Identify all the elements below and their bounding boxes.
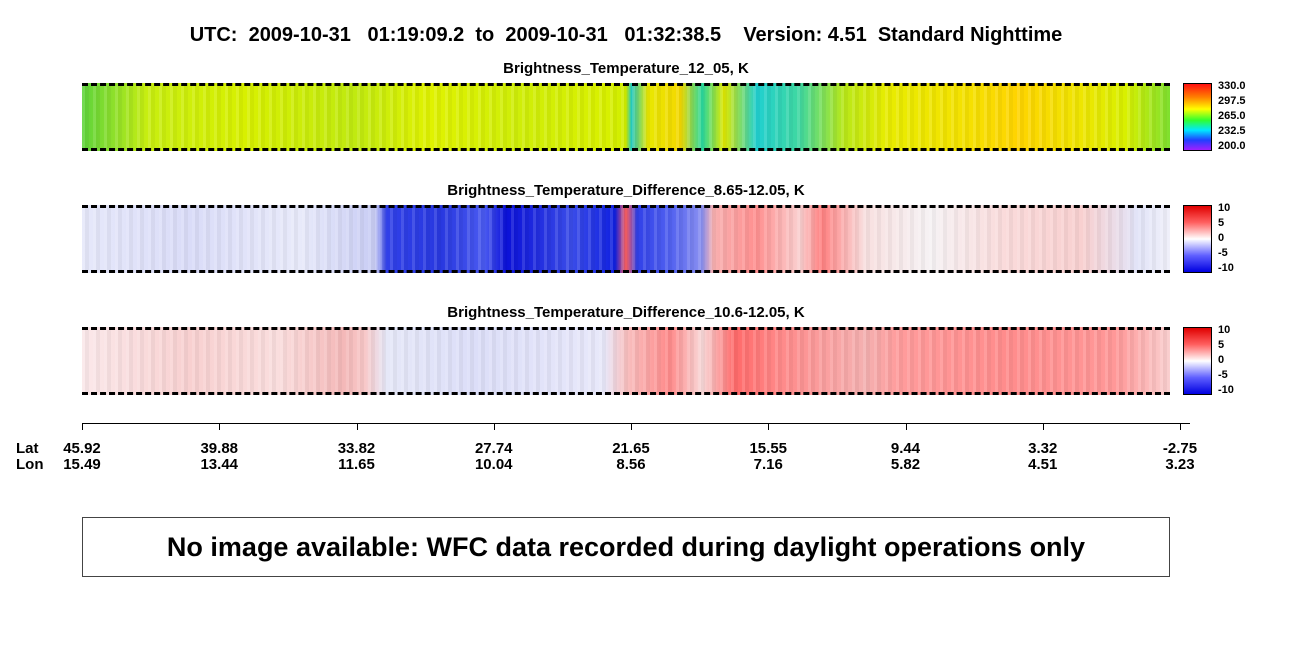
lon-tick-label: 8.56 [616, 456, 646, 473]
header-title: UTC: 2009-10-31 01:19:09.2 to 2009-10-31… [189, 24, 1063, 46]
colorbar-label: 0 [1218, 354, 1225, 366]
lon-tick-label: 11.65 [338, 456, 375, 473]
lon-tick-label: 5.82 [890, 456, 921, 473]
colorbar-label: 10 [1218, 202, 1231, 214]
colorbar [1183, 327, 1212, 395]
colorbar-label: 232.5 [1218, 125, 1246, 137]
colorbar-label: 5 [1218, 217, 1225, 229]
notice-text: No image available: WFC data recorded du… [166, 531, 1086, 562]
panel-title: Brightness_Temperature_Difference_8.65-1… [447, 182, 805, 199]
colorbar-label: 5 [1218, 339, 1225, 351]
axis-tick [631, 423, 632, 430]
panel-title: Brightness_Temperature_Difference_10.6-1… [447, 304, 805, 321]
strip-texture [82, 330, 1170, 392]
data-strip [82, 83, 1170, 151]
colorbar-label: 297.5 [1218, 95, 1246, 107]
data-strip [82, 205, 1170, 273]
lat-tick-label: 45.92 [63, 440, 101, 457]
lat-tick-label: 21.65 [612, 440, 650, 457]
colorbar-label: 10 [1218, 324, 1231, 336]
colorbar [1183, 205, 1212, 273]
colorbar-label: -10 [1218, 262, 1234, 274]
axis-tick [768, 423, 770, 430]
axis-tick [82, 423, 83, 430]
lon-tick-label: 13.44 [200, 456, 239, 473]
axis-tick [1042, 423, 1044, 430]
lon-label: Lon [16, 456, 44, 473]
colorbar-label: -5 [1218, 247, 1228, 259]
axis-tick [1180, 423, 1181, 430]
lat-tick-label: 15.55 [749, 440, 788, 457]
lat-tick-label: 9.44 [890, 440, 921, 457]
axis-tick [905, 423, 907, 430]
lon-tick-label: 10.04 [474, 456, 513, 473]
lon-tick-label: 7.16 [753, 456, 783, 473]
strip-texture [82, 86, 1170, 148]
data-strip [82, 327, 1170, 395]
colorbar-label: 200.0 [1218, 140, 1246, 152]
panel-title: Brightness_Temperature_12_05, K [503, 60, 749, 77]
axis-tick [219, 423, 221, 430]
notice-box: No image available: WFC data recorded du… [82, 517, 1170, 577]
lat-tick-label: 27.74 [474, 440, 513, 457]
axis-tick [356, 423, 358, 430]
axis-tick [493, 423, 495, 430]
lat-tick-label: -2.75 [1162, 440, 1198, 457]
colorbar-label: 0 [1218, 232, 1225, 244]
lat-label: Lat [16, 440, 39, 457]
colorbar [1183, 83, 1212, 151]
colorbar-label: 330.0 [1218, 80, 1246, 92]
lon-tick-label: 15.49 [63, 456, 101, 473]
axis-line [82, 423, 1190, 424]
strip-texture [82, 208, 1170, 270]
lat-tick-label: 3.32 [1028, 440, 1058, 457]
colorbar-label: -5 [1218, 369, 1228, 381]
lon-tick-label: 4.51 [1028, 456, 1058, 473]
colorbar-label: 265.0 [1218, 110, 1246, 122]
lat-tick-label: 33.82 [337, 440, 376, 457]
lat-tick-label: 39.88 [200, 440, 239, 457]
colorbar-label: -10 [1218, 384, 1234, 396]
lon-tick-label: 3.23 [1165, 456, 1195, 473]
